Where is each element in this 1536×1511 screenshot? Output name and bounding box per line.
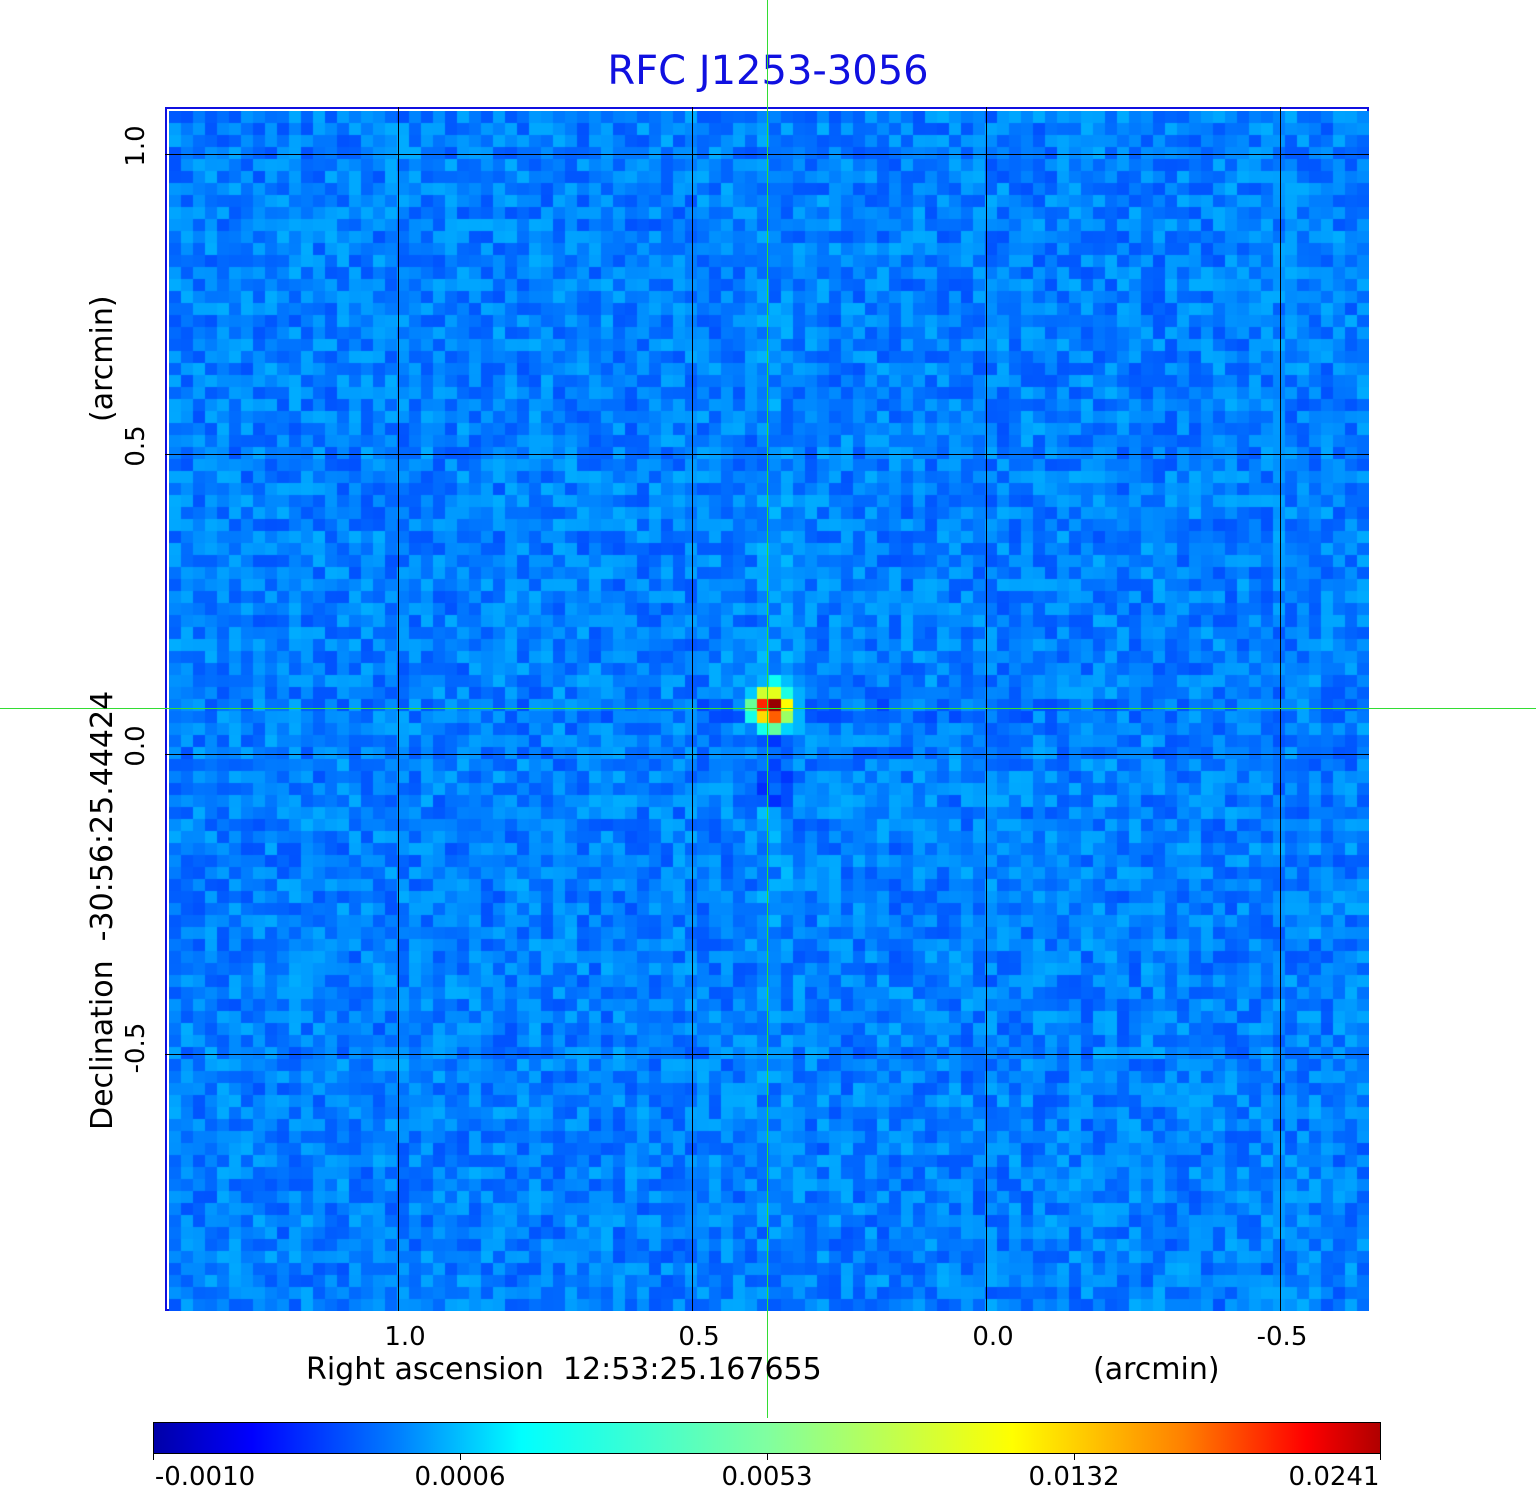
colorbar-label: 0.0132 xyxy=(1028,1462,1120,1492)
colorbar-label: -0.0010 xyxy=(154,1462,256,1492)
y-axis-unit: (arcmin) xyxy=(85,295,120,422)
y-tick-label: 1.0 xyxy=(121,125,151,167)
colorbar-tick xyxy=(153,1454,154,1460)
sky-image-frame xyxy=(165,107,1369,1311)
x-axis-label: Right ascension 12:53:25.167655 xyxy=(306,1352,822,1387)
y-axis-label: Declination -30:56:25.44424 xyxy=(85,690,120,1130)
grid-line-x-0.5 xyxy=(692,107,693,1311)
grid-line-x-1.0 xyxy=(398,107,399,1311)
y-tick-label: -0.5 xyxy=(121,1022,151,1074)
sky-image-heatmap xyxy=(169,111,1369,1311)
crosshair-vertical xyxy=(767,0,768,1418)
colorbar-tick xyxy=(1074,1454,1075,1460)
crosshair-horizontal xyxy=(0,708,1536,709)
colorbar-tick xyxy=(1380,1454,1381,1460)
x-tick-label: 0.5 xyxy=(678,1322,720,1352)
colorbar-label: 0.0053 xyxy=(721,1462,813,1492)
x-tick-label: 1.0 xyxy=(384,1322,426,1352)
x-tick-label: -0.5 xyxy=(1256,1322,1308,1352)
colorbar-tick xyxy=(767,1454,768,1460)
colorbar-tick xyxy=(460,1454,461,1460)
x-axis-unit: (arcmin) xyxy=(1093,1352,1220,1387)
colorbar xyxy=(153,1422,1381,1454)
colorbar-label: 0.0241 xyxy=(1288,1462,1380,1492)
colorbar-label: 0.0006 xyxy=(414,1462,506,1492)
y-tick-label: 0.5 xyxy=(121,425,151,467)
y-tick-label: 0.0 xyxy=(121,725,151,767)
grid-line-x--0.5 xyxy=(1280,107,1281,1311)
x-tick-label: 0.0 xyxy=(972,1322,1014,1352)
grid-line-x-0.0 xyxy=(986,107,987,1311)
chart-title: RFC J1253-3056 xyxy=(607,48,929,94)
